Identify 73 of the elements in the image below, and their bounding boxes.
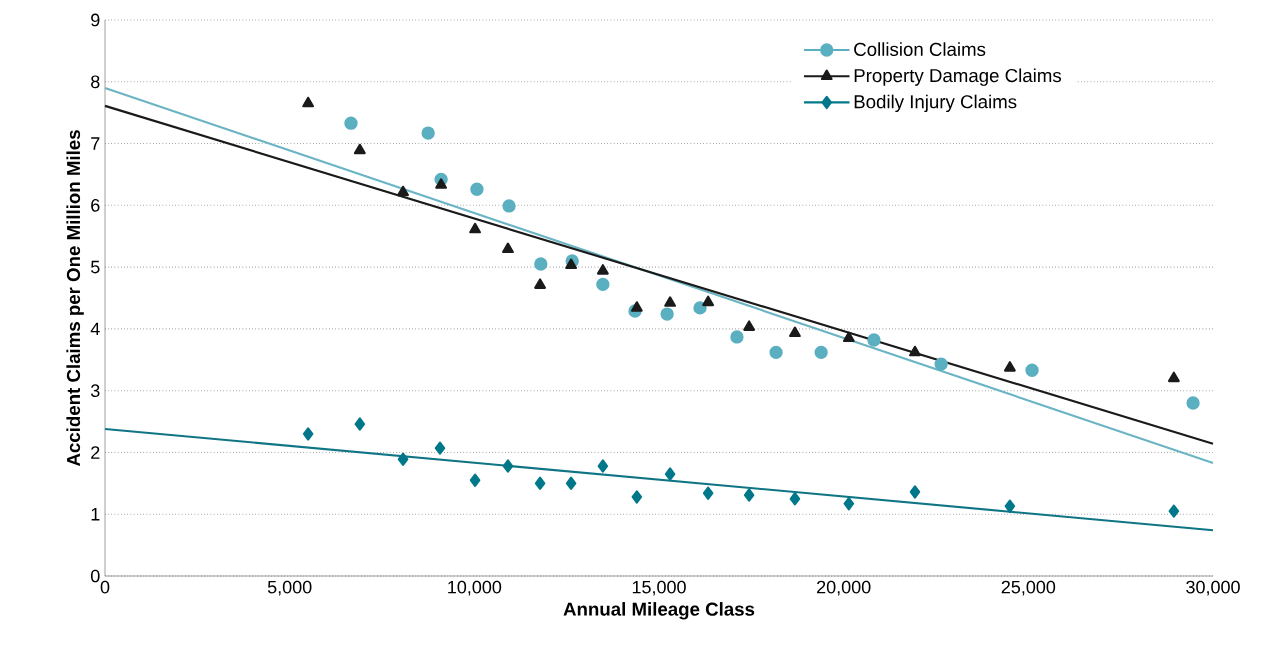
x-tick-label: 10,000: [448, 580, 502, 596]
point: [702, 486, 714, 500]
point: [1168, 504, 1180, 518]
point: [565, 476, 577, 490]
y-tick-label: 6: [91, 198, 100, 212]
legend-label: Property Damage Claims: [854, 68, 1062, 86]
point: [596, 277, 610, 292]
x-tick-label: 15,000: [632, 580, 686, 596]
point: [353, 143, 366, 155]
point: [435, 178, 448, 189]
point: [702, 295, 715, 307]
point: [769, 345, 783, 360]
point: [502, 242, 514, 254]
point: [397, 185, 409, 197]
legend-label: Collision Claims: [854, 42, 986, 56]
point: [421, 126, 435, 140]
point: [730, 330, 744, 344]
point: [397, 452, 409, 466]
x-tick-label: 20,000: [817, 580, 871, 596]
legend-label: Bodily Injury Claims: [854, 94, 1017, 113]
point: [534, 257, 548, 271]
point: [354, 417, 366, 431]
x-tick-label: 25,000: [1001, 580, 1056, 596]
point: [534, 278, 546, 289]
y-tick-label: 5: [90, 260, 100, 274]
point: [1003, 361, 1016, 372]
point: [743, 320, 756, 331]
point: [502, 199, 516, 213]
point: [789, 492, 801, 506]
point: [1167, 371, 1180, 383]
point: [534, 476, 546, 490]
point: [660, 307, 674, 321]
point: [909, 345, 921, 357]
point: [934, 357, 948, 371]
y-tick-label: 7: [91, 137, 100, 150]
point: [1004, 499, 1016, 513]
point: [631, 490, 643, 504]
point: [909, 485, 921, 499]
point: [344, 116, 358, 130]
point: [814, 345, 828, 360]
y-tick-label: 1: [91, 508, 100, 521]
x-tick-label: 30,000: [1186, 580, 1240, 596]
point: [867, 333, 881, 347]
y-tick-label: 3: [90, 384, 100, 398]
point: [470, 182, 484, 196]
point: [664, 296, 677, 307]
point: [302, 96, 315, 108]
point: [630, 301, 643, 312]
y-tick-label: 9: [91, 13, 100, 27]
y-tick-label: 8: [91, 75, 100, 89]
point: [789, 326, 801, 338]
x-axis-title: Annual Mileage Class: [563, 602, 755, 620]
y-tick-label: 2: [91, 446, 100, 459]
point: [502, 459, 514, 473]
point: [1186, 396, 1200, 410]
x-tick-label: 0: [100, 580, 110, 594]
point: [597, 459, 609, 473]
point: [596, 264, 609, 275]
point: [434, 441, 446, 455]
y-tick-label: 4: [90, 322, 100, 336]
point: [842, 331, 855, 343]
point: [843, 497, 855, 511]
point: [743, 488, 755, 502]
x-tick-label: 5,000: [267, 580, 312, 596]
point: [565, 258, 578, 270]
point: [469, 473, 481, 487]
point: [693, 301, 707, 315]
point: [469, 222, 481, 234]
point: [302, 427, 314, 441]
y-tick-label: 0: [90, 569, 100, 583]
point: [664, 467, 676, 481]
y-axis-title: Accident Claims per One Million Miles: [66, 130, 84, 467]
point: [1025, 363, 1039, 377]
